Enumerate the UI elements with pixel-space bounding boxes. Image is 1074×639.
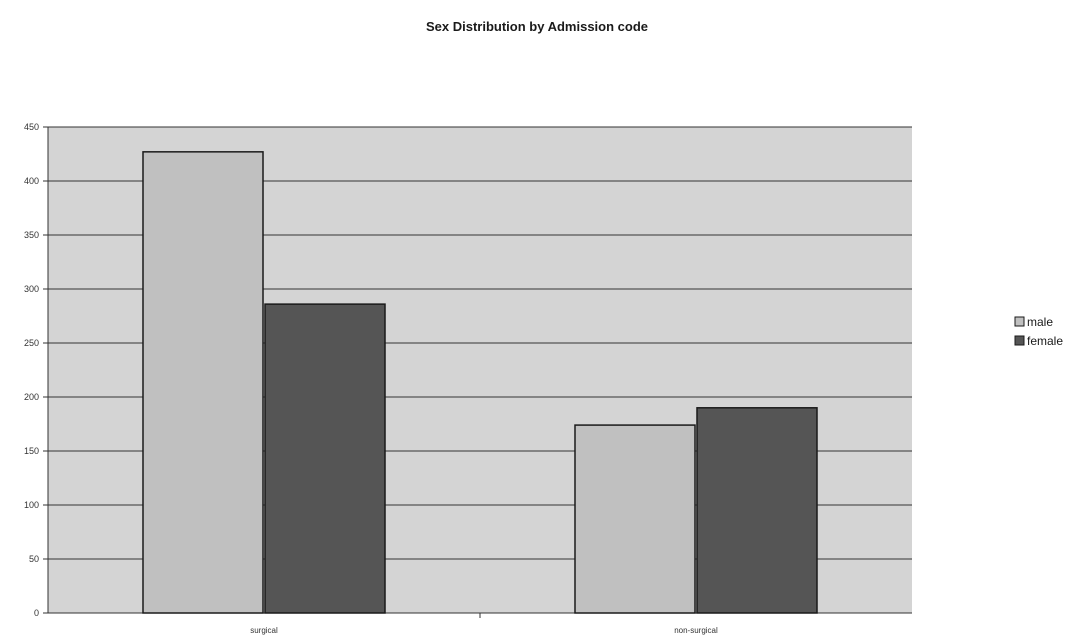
chart-title: Sex Distribution by Admission code: [426, 19, 648, 34]
bar-female-non-surgical: [696, 407, 818, 614]
x-tick-label: surgical: [250, 626, 278, 635]
legend-label-female: female: [1027, 334, 1063, 348]
bar-male-non-surgical: [574, 424, 696, 614]
legend-swatch-male: [1014, 316, 1025, 327]
bar-female-surgical: [264, 303, 386, 614]
y-tick-label: 400: [24, 176, 39, 186]
y-tick-label: 0: [34, 608, 39, 618]
y-tick-label: 150: [24, 446, 39, 456]
plot-area: 0 50 100 150 200 250 300 350 400 450 surgical non-s…: [24, 122, 912, 635]
y-tick-label: 350: [24, 230, 39, 240]
y-tick-label: 200: [24, 392, 39, 402]
bar-male-surgical: [142, 151, 264, 614]
x-tick-label: non-surgical: [674, 626, 718, 635]
y-tick-label: 100: [24, 500, 39, 510]
legend-label-male: male: [1027, 315, 1053, 329]
legend: male female: [1014, 315, 1063, 348]
y-tick-label: 450: [24, 122, 39, 132]
y-tick-label: 300: [24, 284, 39, 294]
y-tick-label: 50: [29, 554, 39, 564]
y-tick-label: 250: [24, 338, 39, 348]
legend-swatch-female: [1014, 335, 1025, 346]
